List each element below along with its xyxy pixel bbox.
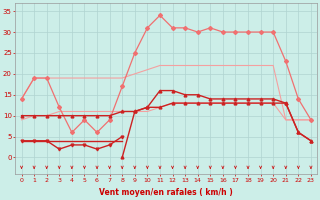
X-axis label: Vent moyen/en rafales ( km/h ): Vent moyen/en rafales ( km/h ) <box>100 188 233 197</box>
